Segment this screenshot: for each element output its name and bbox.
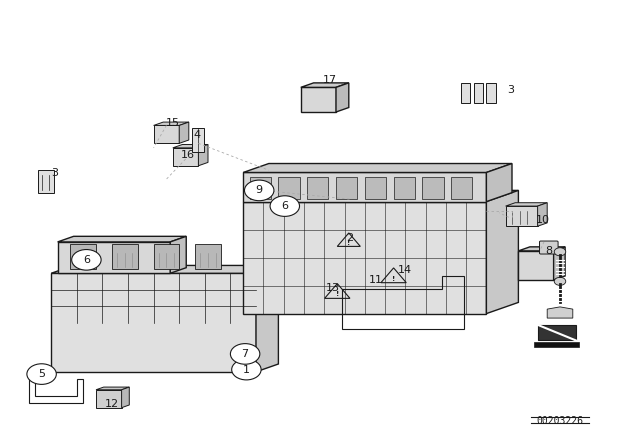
Text: 11: 11 xyxy=(369,275,383,284)
Polygon shape xyxy=(173,145,208,148)
Polygon shape xyxy=(51,273,256,372)
Circle shape xyxy=(244,180,274,201)
Text: 17: 17 xyxy=(323,75,337,85)
Text: 14: 14 xyxy=(398,265,412,275)
Polygon shape xyxy=(198,145,208,166)
Bar xyxy=(195,244,221,269)
Polygon shape xyxy=(243,190,518,202)
Text: 3: 3 xyxy=(51,168,58,178)
Bar xyxy=(461,83,470,103)
Polygon shape xyxy=(96,390,122,408)
Polygon shape xyxy=(51,265,278,273)
Text: 3: 3 xyxy=(508,85,514,95)
Bar xyxy=(112,244,138,269)
Text: 00203226: 00203226 xyxy=(536,416,584,426)
Polygon shape xyxy=(154,122,189,125)
Text: 9: 9 xyxy=(255,185,263,195)
Circle shape xyxy=(232,359,261,380)
Text: !: ! xyxy=(335,292,339,297)
Polygon shape xyxy=(179,122,189,143)
Polygon shape xyxy=(243,164,512,172)
Text: 6: 6 xyxy=(83,255,90,265)
Polygon shape xyxy=(301,87,336,112)
Polygon shape xyxy=(518,251,554,280)
Polygon shape xyxy=(170,237,186,273)
Bar xyxy=(534,342,579,347)
Polygon shape xyxy=(518,247,565,251)
Text: 2: 2 xyxy=(346,233,354,243)
Polygon shape xyxy=(554,247,565,280)
Polygon shape xyxy=(506,202,547,206)
Text: !: ! xyxy=(392,276,396,282)
Bar xyxy=(38,170,54,193)
Text: 4: 4 xyxy=(193,130,201,140)
Circle shape xyxy=(230,344,260,364)
Bar xyxy=(538,325,576,340)
Bar xyxy=(154,244,179,269)
Circle shape xyxy=(554,277,566,285)
Bar xyxy=(307,177,328,199)
Text: 1: 1 xyxy=(243,365,250,375)
Text: 13: 13 xyxy=(326,283,340,293)
Bar xyxy=(451,177,472,199)
Text: 7: 7 xyxy=(241,349,249,359)
Bar xyxy=(70,244,96,269)
Bar xyxy=(365,177,386,199)
Text: 5: 5 xyxy=(38,369,45,379)
Polygon shape xyxy=(58,237,186,242)
Polygon shape xyxy=(96,387,129,390)
Text: 12: 12 xyxy=(105,399,119,409)
Polygon shape xyxy=(506,206,538,226)
Polygon shape xyxy=(243,172,486,202)
Bar xyxy=(474,83,483,103)
Text: 15: 15 xyxy=(166,118,180,128)
Bar xyxy=(278,177,300,199)
Polygon shape xyxy=(173,148,198,166)
Text: 6: 6 xyxy=(282,201,288,211)
Polygon shape xyxy=(336,83,349,112)
Text: 8: 8 xyxy=(545,246,553,256)
Circle shape xyxy=(554,248,566,256)
Bar xyxy=(422,177,444,199)
Text: 16: 16 xyxy=(180,150,195,159)
FancyBboxPatch shape xyxy=(540,241,558,254)
Polygon shape xyxy=(256,265,278,372)
Bar xyxy=(394,177,415,199)
Circle shape xyxy=(270,196,300,216)
Polygon shape xyxy=(243,202,486,314)
Text: !: ! xyxy=(347,240,351,246)
Polygon shape xyxy=(122,387,129,408)
Circle shape xyxy=(27,364,56,384)
Bar xyxy=(192,128,204,152)
Polygon shape xyxy=(58,242,170,273)
Polygon shape xyxy=(154,125,179,143)
Polygon shape xyxy=(301,83,349,87)
Polygon shape xyxy=(486,164,512,202)
Bar xyxy=(336,177,357,199)
Polygon shape xyxy=(486,190,518,314)
Text: 10: 10 xyxy=(536,215,550,225)
Bar xyxy=(486,83,496,103)
Polygon shape xyxy=(547,307,573,318)
Circle shape xyxy=(72,250,101,270)
Bar xyxy=(250,177,271,199)
Polygon shape xyxy=(538,202,547,226)
